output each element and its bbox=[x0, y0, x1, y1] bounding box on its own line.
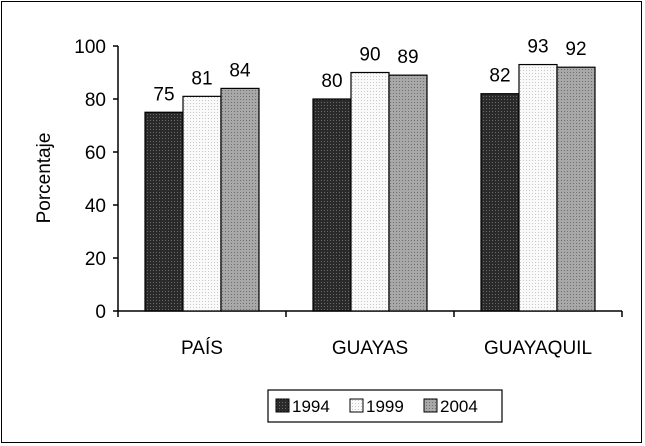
data-label-1999-1: 90 bbox=[359, 45, 380, 66]
y-tick-label: 80 bbox=[85, 90, 106, 111]
category-label: PAÍS bbox=[181, 338, 223, 359]
legend-label-1994: 1994 bbox=[292, 397, 330, 416]
bar-1999-2 bbox=[518, 63, 558, 312]
y-tick-label: 20 bbox=[85, 249, 106, 270]
legend-box bbox=[267, 389, 503, 423]
bars bbox=[144, 63, 596, 312]
legend-label-2004: 2004 bbox=[440, 397, 478, 416]
data-label-1999-0: 81 bbox=[191, 68, 212, 89]
y-axis-title: Porcentaje bbox=[34, 133, 55, 224]
legend-label-1999: 1999 bbox=[366, 397, 404, 416]
data-label-2004-2: 92 bbox=[565, 39, 586, 60]
data-label-2004-0: 84 bbox=[229, 60, 251, 81]
x-axis bbox=[117, 310, 623, 317]
bar-1999-1 bbox=[350, 71, 390, 312]
y-tick-label: 60 bbox=[85, 143, 106, 164]
y-tick-label: 40 bbox=[85, 196, 106, 217]
bar-1994-0 bbox=[144, 111, 184, 312]
bar-1994-2 bbox=[480, 93, 520, 312]
y-tick-label: 100 bbox=[74, 37, 106, 58]
data-label-1994-1: 80 bbox=[321, 71, 342, 92]
y-tick-label: 0 bbox=[95, 302, 106, 323]
data-label-2004-1: 89 bbox=[397, 47, 418, 68]
legend-swatch-1994 bbox=[275, 398, 290, 413]
category-labels: PAÍS GUAYAS GUAYAQUIL bbox=[181, 338, 592, 359]
bar-2004-1 bbox=[388, 74, 428, 312]
legend-swatch-2004 bbox=[423, 398, 438, 413]
legend: 1994 1999 2004 bbox=[267, 389, 503, 423]
data-label-1999-2: 93 bbox=[527, 37, 548, 58]
legend-swatch-1999 bbox=[349, 398, 364, 413]
category-label: GUAYAQUIL bbox=[484, 338, 592, 359]
bar-2004-2 bbox=[556, 66, 596, 312]
bar-1994-1 bbox=[312, 98, 352, 312]
category-label: GUAYAS bbox=[332, 338, 408, 359]
data-labels: 75 81 84 80 90 89 82 93 92 bbox=[153, 37, 586, 106]
bar-1999-0 bbox=[182, 95, 222, 312]
data-label-1994-2: 82 bbox=[489, 66, 510, 87]
bar-2004-0 bbox=[220, 87, 260, 312]
data-label-1994-0: 75 bbox=[153, 84, 174, 105]
y-axis: 0 20 40 60 80 100 bbox=[74, 37, 119, 323]
